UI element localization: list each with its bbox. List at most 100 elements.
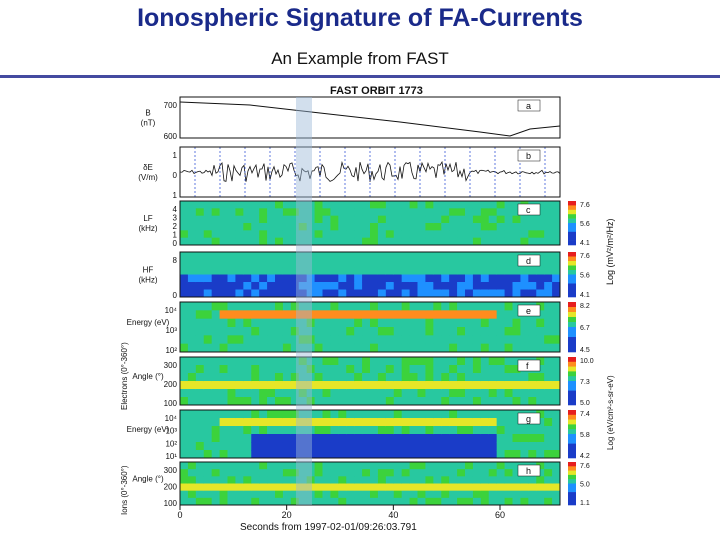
spectrogram-cell xyxy=(290,410,300,419)
spectrogram-cell xyxy=(298,476,308,484)
spectrogram-cell xyxy=(409,476,418,484)
spectrogram-cell xyxy=(330,426,339,435)
spectrogram-cell xyxy=(472,434,482,443)
spectrogram-cell xyxy=(314,483,323,492)
y-tick-label: 300 xyxy=(164,466,178,475)
spectrogram-cell xyxy=(457,410,466,419)
spectrogram-cell xyxy=(219,410,228,419)
spectrogram-cell xyxy=(330,327,339,336)
spectrogram-cell xyxy=(203,208,213,217)
spectrogram-cell xyxy=(449,434,458,443)
spectrogram-cell xyxy=(330,223,339,231)
spectrogram-cell xyxy=(322,335,331,345)
spectrogram-cell xyxy=(417,302,426,311)
spectrogram-cell xyxy=(180,327,189,336)
spectrogram-cell xyxy=(465,327,474,336)
spectrogram-cell xyxy=(203,274,213,283)
spectrogram-cell xyxy=(187,237,197,246)
spectrogram-cell xyxy=(377,469,387,477)
spectrogram-cell xyxy=(393,327,403,336)
spectrogram-cell xyxy=(354,373,363,382)
spectrogram-cell xyxy=(393,302,403,311)
spectrogram-cell xyxy=(480,343,490,353)
spectrogram-cell xyxy=(227,335,236,345)
spectrogram-cell xyxy=(354,318,363,328)
spectrogram-cell xyxy=(267,483,276,492)
spectrogram-cell xyxy=(275,289,284,298)
spectrogram-cell xyxy=(259,252,268,260)
spectrogram-cell xyxy=(338,335,347,345)
spectrogram-cell xyxy=(227,282,236,290)
spectrogram-cell xyxy=(211,327,221,336)
spectrogram-cell xyxy=(282,397,292,406)
spectrogram-cell xyxy=(417,201,426,209)
colorbar-tick-label: 5.8 xyxy=(580,432,590,439)
spectrogram-cell xyxy=(227,223,236,231)
spectrogram-cell xyxy=(259,381,268,390)
spectrogram-cell xyxy=(259,410,268,419)
spectrogram-cell xyxy=(219,267,228,275)
spectrogram-cell xyxy=(417,282,426,290)
spectrogram-cell xyxy=(267,335,276,345)
spectrogram-cell xyxy=(306,450,316,459)
y-tick-label: 4 xyxy=(173,205,178,214)
spectrogram-cell xyxy=(298,469,308,477)
spectrogram-cell xyxy=(330,418,339,427)
spectrogram-cell xyxy=(512,343,521,353)
spectrogram-cell xyxy=(298,434,308,443)
spectrogram-cell xyxy=(306,442,316,451)
spectrogram-cell xyxy=(267,373,276,382)
spectrogram-cell xyxy=(290,267,300,275)
spectrogram-cell xyxy=(298,410,308,419)
spectrogram-cell xyxy=(520,442,529,451)
spectrogram-cell xyxy=(552,274,561,283)
spectrogram-cell xyxy=(203,343,213,353)
spectrogram-cell xyxy=(211,476,221,484)
spectrogram-cell xyxy=(472,418,482,427)
spectrogram-cell xyxy=(409,381,418,390)
spectrogram-cell xyxy=(275,410,284,419)
spectrogram-cell xyxy=(219,274,228,283)
spectrogram-cell xyxy=(290,497,300,506)
spectrogram-cell xyxy=(370,267,379,275)
spectrogram-cell xyxy=(512,201,521,209)
spectrogram-cell xyxy=(393,282,403,290)
spectrogram-cell xyxy=(259,343,268,353)
colorbar-segment xyxy=(568,274,576,280)
spectrogram-cell xyxy=(346,282,355,290)
spectrogram-cell xyxy=(338,434,347,443)
spectrogram-cell xyxy=(544,302,553,311)
spectrogram-cell xyxy=(306,310,316,320)
spectrogram-cell xyxy=(425,483,434,492)
spectrogram-cell xyxy=(377,442,387,451)
spectrogram-cell xyxy=(409,490,418,499)
colorbar-segment xyxy=(568,500,576,506)
spectrogram-cell xyxy=(512,335,521,345)
spectrogram-cell xyxy=(401,282,411,290)
spectrogram-cell xyxy=(203,327,213,336)
spectrogram-cell xyxy=(512,476,521,484)
spectrogram-cell xyxy=(195,310,205,320)
spectrogram-cell xyxy=(314,302,323,311)
spectrogram-cell xyxy=(544,318,553,328)
spectrogram-cell xyxy=(472,215,482,224)
spectrogram-cell xyxy=(346,389,355,398)
spectrogram-cell xyxy=(362,483,371,492)
spectrogram-cell xyxy=(259,476,268,484)
spectrogram-cell xyxy=(203,389,213,398)
spectrogram-cell xyxy=(195,483,205,492)
spectrogram-cell xyxy=(472,237,482,246)
spectrogram-cell xyxy=(235,365,244,374)
spectrogram-cell xyxy=(480,230,490,239)
spectrogram-cell xyxy=(449,426,458,435)
colorbar-tick-label: 4.5 xyxy=(580,347,590,354)
spectrogram-cell xyxy=(346,373,355,382)
spectrogram-cell xyxy=(472,267,482,275)
spectrogram-cell xyxy=(512,237,521,246)
spectrogram-cell xyxy=(346,410,355,419)
spectrogram-cell xyxy=(338,476,347,484)
spectrogram-cell xyxy=(314,208,323,217)
spectrogram-cell xyxy=(417,357,426,366)
colorbar-segment xyxy=(568,292,576,298)
spectrogram-cell xyxy=(354,357,363,366)
